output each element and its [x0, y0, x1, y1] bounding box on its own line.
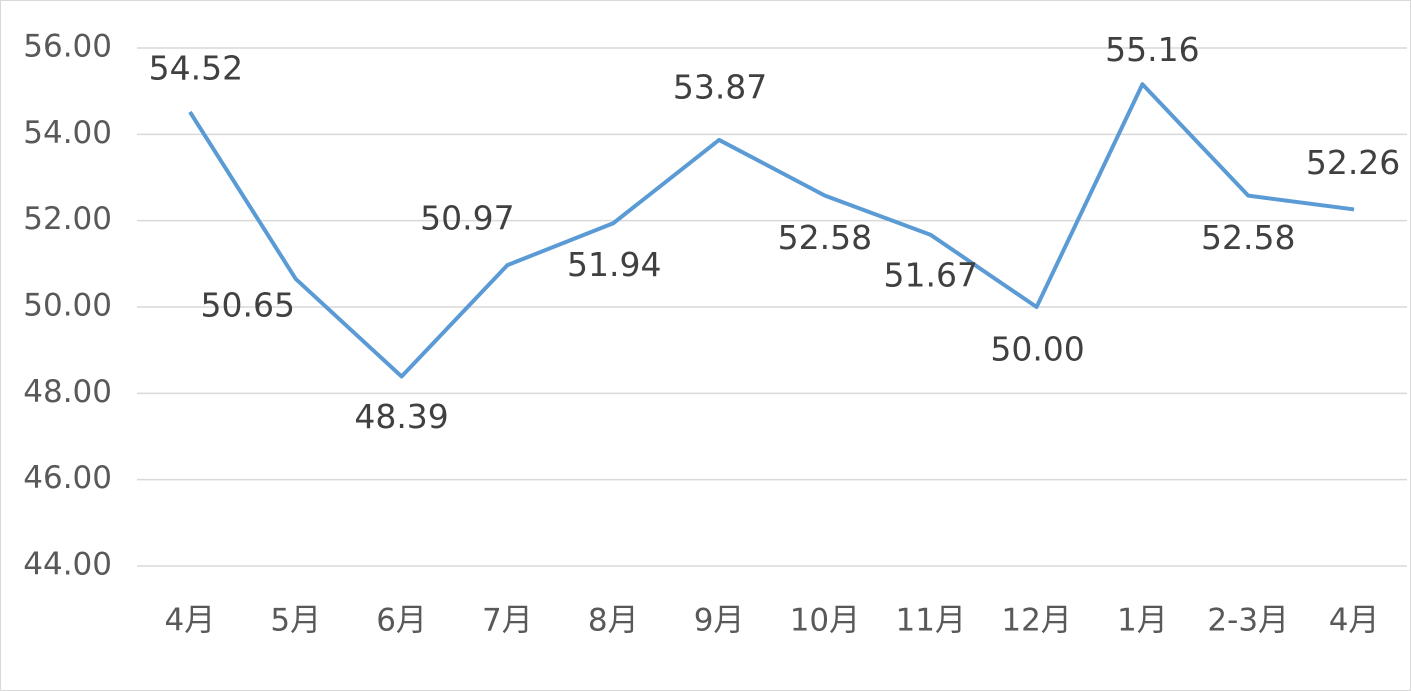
data-label: 52.26: [1306, 143, 1400, 182]
data-label: 50.97: [420, 199, 514, 238]
x-tick-label: 5月: [270, 603, 321, 639]
x-tick-label: 1月: [1117, 603, 1168, 639]
x-tick-label: 2-3月: [1207, 603, 1289, 639]
data-label: 50.00: [990, 330, 1084, 369]
data-label: 51.67: [884, 255, 978, 294]
data-label: 51.94: [567, 245, 661, 284]
x-tick-label: 8月: [588, 603, 639, 639]
x-tick-label: 7月: [482, 603, 533, 639]
y-tick-label: 56.00: [23, 29, 112, 65]
y-tick-label: 50.00: [23, 288, 112, 324]
data-label: 52.58: [778, 218, 872, 257]
data-label: 54.52: [149, 48, 243, 87]
x-tick-label: 6月: [376, 603, 427, 639]
y-tick-label: 46.00: [23, 460, 112, 496]
data-label: 55.16: [1105, 30, 1199, 69]
data-label: 48.39: [354, 397, 448, 436]
x-tick-label: 4月: [165, 603, 216, 639]
y-tick-label: 48.00: [23, 374, 112, 410]
y-tick-label: 54.00: [23, 115, 112, 151]
data-label: 52.58: [1201, 218, 1295, 257]
x-tick-label: 12月: [1001, 603, 1071, 639]
x-tick-label: 4月: [1329, 603, 1380, 639]
x-tick-label: 9月: [694, 603, 745, 639]
data-line: [188, 82, 1355, 379]
x-tick-label: 10月: [790, 603, 860, 639]
y-tick-label: 52.00: [23, 201, 112, 237]
x-tick-label: 11月: [896, 603, 966, 639]
data-label: 50.65: [201, 285, 295, 324]
y-tick-label: 44.00: [23, 547, 112, 583]
data-label: 53.87: [673, 67, 767, 106]
